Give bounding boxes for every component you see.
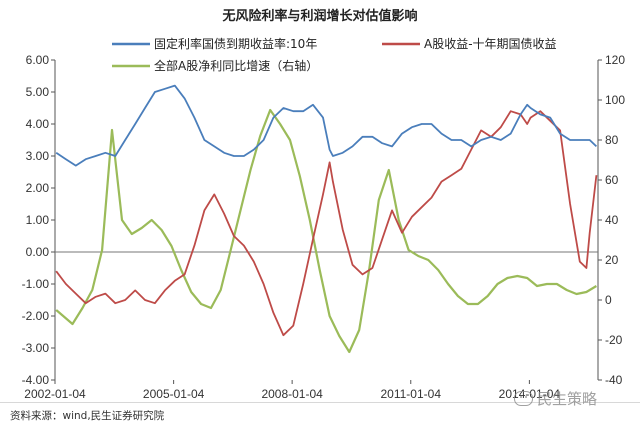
x-axis-ticks: 2002-01-04 2005-01-04 2008-01-04 2011-01-04… bbox=[24, 380, 560, 401]
watermark: 民生策略 bbox=[514, 388, 597, 409]
x-tick-label: 2002-01-04 bbox=[24, 387, 86, 401]
left-tick-label: -1.00 bbox=[22, 277, 50, 291]
source-note: 资料来源：wind,民生证券研究院 bbox=[10, 410, 165, 422]
right-axis-ticks: 120 100 80 60 40 20 0 -20 -40 bbox=[598, 53, 625, 387]
x-tick-label: 2005-01-04 bbox=[143, 387, 205, 401]
left-tick-label: 5.00 bbox=[26, 85, 50, 99]
left-tick-label: 1.00 bbox=[26, 213, 50, 227]
footer-divider bbox=[0, 402, 640, 403]
legend-label-equity-spread: A股收益-十年期国债收益 bbox=[424, 37, 557, 51]
watermark-text: 民生策略 bbox=[537, 390, 598, 408]
x-tick-label: 2011-01-04 bbox=[381, 387, 442, 401]
chart-title: 无风险利率与利润增长对估值影响 bbox=[221, 8, 417, 24]
series-line-treasury-yield bbox=[55, 84, 598, 167]
x-tick-label: 2008-01-04 bbox=[261, 387, 323, 401]
right-tick-label: 100 bbox=[605, 93, 625, 107]
series-line-equity-spread bbox=[55, 110, 598, 337]
right-tick-label: -20 bbox=[605, 333, 623, 347]
left-tick-label: -3.00 bbox=[22, 341, 50, 355]
right-tick-label: 0 bbox=[605, 293, 612, 307]
right-tick-label: 120 bbox=[605, 53, 625, 67]
right-tick-label: 80 bbox=[605, 133, 619, 147]
series-layer bbox=[55, 84, 598, 354]
right-tick-label: -40 bbox=[605, 373, 623, 387]
left-tick-label: 0.00 bbox=[26, 245, 50, 259]
left-tick-label: 4.00 bbox=[26, 117, 50, 131]
right-tick-label: 40 bbox=[605, 213, 619, 227]
series-line-profit-growth bbox=[55, 108, 597, 354]
wechat-icon bbox=[514, 391, 533, 406]
right-tick-label: 20 bbox=[605, 253, 619, 267]
left-tick-label: -2.00 bbox=[22, 309, 50, 323]
right-tick-label: 60 bbox=[605, 173, 619, 187]
left-tick-label: 6.00 bbox=[26, 53, 50, 67]
left-tick-label: 3.00 bbox=[26, 149, 50, 163]
left-tick-label: 2.00 bbox=[26, 181, 50, 195]
legend: 固定利率国债到期收益率:10年 A股收益-十年期国债收益 全部A股净利同比增速（… bbox=[112, 36, 557, 73]
legend-label-profit-growth: 全部A股净利同比增速（右轴） bbox=[154, 58, 318, 73]
left-axis-ticks: 6.00 5.00 4.00 3.00 2.00 1.00 0.00 -1.00 -2.00 -3… bbox=[22, 53, 55, 387]
left-tick-label: -4.00 bbox=[22, 373, 50, 387]
legend-label-treasury-yield: 固定利率国债到期收益率:10年 bbox=[154, 36, 317, 51]
